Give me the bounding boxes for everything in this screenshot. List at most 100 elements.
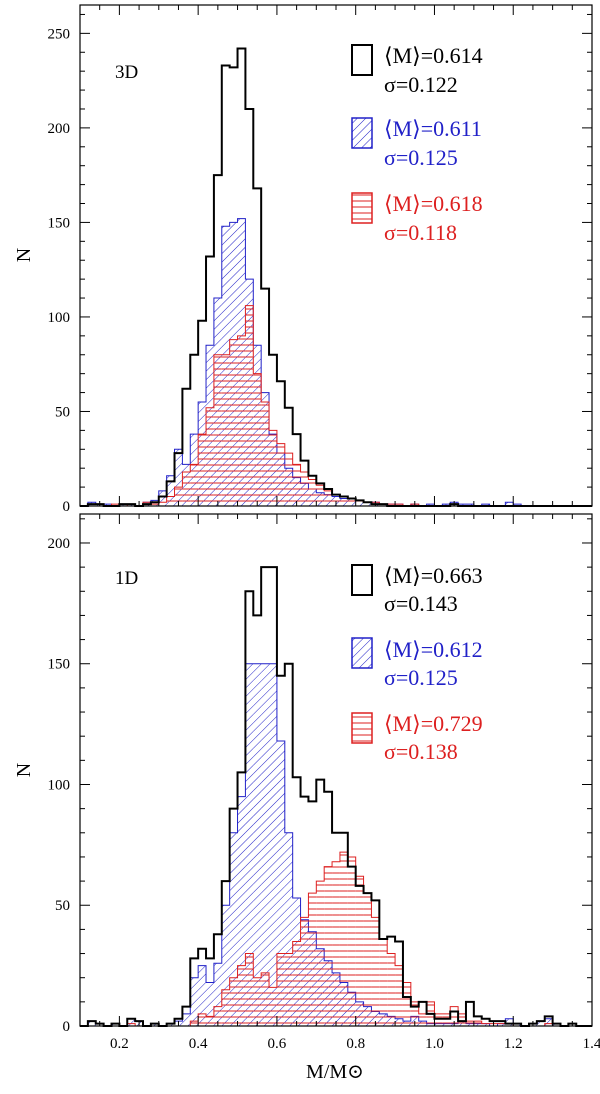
legend-swatch-3d-blue [351,117,373,149]
ytick-label-3d: 200 [48,121,71,137]
bar-3d-red-26 [284,453,293,506]
bar-1d-blue-4 [111,1023,120,1026]
bar-1d-blue-54 [505,1018,514,1026]
bar-1d-blue-18 [221,905,230,1026]
bar-3d-red-12 [174,487,183,506]
bar-1d-blue-20 [237,796,246,1026]
bar-1d-red-23 [261,972,270,1026]
bar-1d-red-27 [292,941,301,1026]
bar-1d-red-21 [245,953,254,1026]
legend-swatch-3d-red [351,192,373,224]
bar-1d-red-24 [269,987,277,1026]
bar-1d-red-34 [347,856,356,1026]
bar-1d-red-29 [308,893,317,1026]
bar-1d-red-45 [434,1013,443,1026]
bar-1d-blue-17 [213,963,222,1026]
ytick-label-3d: 250 [48,26,71,42]
bar-3d-red-15 [198,434,207,506]
ytick-label-1d: 0 [63,1019,71,1035]
panel-1d-label: 1D [115,568,138,589]
bar-3d-red-21 [245,305,254,506]
outline-1d-red [80,851,592,1027]
bar-1d-red-20 [237,965,246,1026]
legend-3d-blue-sigma: σ=0.125 [384,145,458,170]
legend-3d-red-sigma: σ=0.118 [384,220,457,245]
bar-3d-red-22 [253,373,262,506]
ytick-label-1d: 150 [48,657,71,673]
bar-1d-red-17 [213,1006,222,1026]
bar-1d-blue-24 [269,663,277,1026]
bar-3d-red-11 [166,496,175,506]
ytick-label-3d: 150 [48,215,71,231]
series-3d-blue [80,218,592,507]
bar-1d-red-15 [198,1013,207,1026]
bar-3d-red-33 [339,496,348,506]
bar-1d-red-19 [229,977,238,1026]
panel-1d-legend: ⟨M⟩=0.663 σ=0.143 ⟨M⟩=0.612 σ=0.125 ⟨M⟩=… [351,563,483,764]
bar-1d-blue-14 [190,977,199,1026]
bar-1d-blue-15 [198,965,207,1026]
ytick-label-3d: 100 [48,310,71,326]
bar-3d-red-29 [308,479,317,506]
xtick-label: 0.6 [268,1036,287,1052]
outline-3d-red [80,305,592,507]
bar-1d-blue-19 [229,832,238,1026]
bar-3d-red-32 [332,494,340,506]
panel-1d-frame [79,513,593,1027]
legend-3d-blue-mean: ⟨M⟩=0.611 [384,116,482,141]
bar-1d-red-42 [410,1001,419,1026]
bar-1d-red-59 [544,1023,553,1026]
panel-3d-histograms [80,47,592,507]
legend-3d-black-mean: ⟨M⟩=0.614 [384,43,483,68]
ytick-label-3d: 50 [55,404,70,420]
bar-3d-red-27 [292,464,301,506]
panel-3d-legend: ⟨M⟩=0.614 σ=0.122 ⟨M⟩=0.611 σ=0.125 ⟨M⟩=… [351,43,483,245]
bar-1d-blue-60 [552,1023,561,1026]
bar-1d-red-16 [206,1016,214,1026]
bar-1d-red-22 [253,977,262,1026]
ytick-label-1d: 100 [48,777,71,793]
legend-swatch-1d-blue [351,637,373,669]
xtick-label: 0.4 [189,1036,208,1052]
legend-1d-blue-mean: ⟨M⟩=0.612 [384,637,483,662]
bar-1d-blue-25 [276,741,285,1026]
bar-1d-red-37 [371,917,380,1026]
legend-swatch-1d-black [351,564,373,596]
bar-1d-red-35 [355,876,364,1026]
bar-1d-red-14 [190,1021,199,1026]
bar-3d-red-20 [237,335,246,506]
bar-3d-red-18 [221,354,230,506]
outline-3d-black [80,47,592,507]
bar-1d-red-54 [505,1023,514,1026]
ytick-label-3d: 0 [63,499,71,515]
bar-3d-red-16 [206,407,214,506]
outline-3d-blue [80,218,592,507]
panel-3d-ylabel: N [13,248,35,262]
bar-1d-red-26 [284,953,293,1026]
bar-1d-red-6 [127,1023,136,1026]
panel-3d-frame [79,4,593,507]
panel-1d-y-tick-labels: 0 50 100 150 200 [48,536,71,1035]
panel-1d-histograms [80,566,592,1027]
legend-1d-blue-sigma: σ=0.125 [384,665,458,690]
bar-1d-red-33 [339,852,348,1026]
bar-1d-red-25 [276,953,285,1026]
bar-1d-red-46 [442,1013,451,1026]
bar-1d-blue-16 [206,982,214,1026]
xtick-label: 1.4 [583,1036,600,1052]
xtick-label: 1.0 [425,1036,444,1052]
panel-1d-ticks [79,514,593,1027]
bar-1d-red-28 [300,917,309,1026]
bar-1d-red-49 [465,1021,474,1026]
bar-3d-red-9 [150,504,159,506]
bar-3d-red-19 [229,339,238,506]
bar-1d-blue-6 [127,1018,136,1026]
bar-3d-red-10 [158,502,167,506]
bar-3d-blue-11 [166,475,175,506]
bar-1d-red-39 [387,953,396,1026]
panel-3d-y-tick-labels: 0 50 100 150 200 250 [48,26,71,515]
panel-3d: 0 50 100 150 200 250 3D N ⟨M⟩=0.614 σ=0.122 ⟨… [13,4,593,515]
bar-1d-blue-23 [261,663,270,1026]
bar-1d-blue-22 [253,663,262,1026]
bar-1d-blue-1 [87,1021,96,1026]
